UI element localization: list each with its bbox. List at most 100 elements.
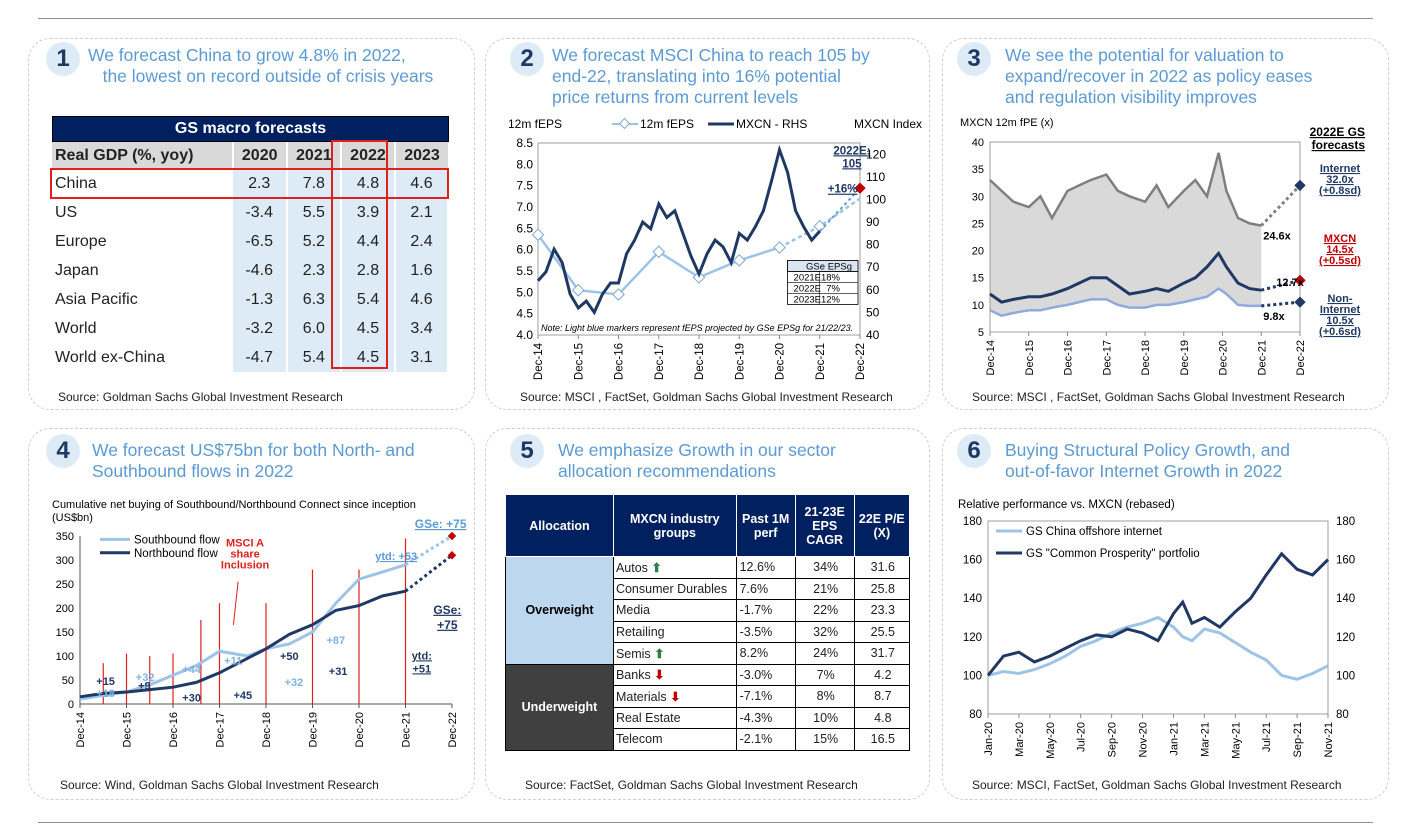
y-right-tick-label: 80 [866,238,880,252]
x-tick-label: Dec-19 [1179,340,1191,375]
y-tick-label: 40 [972,137,984,149]
sector-perf: 12.6% [735,556,796,579]
x-tick-label: Dec-17 [654,343,666,380]
y-left-tick-label: 7.0 [516,200,533,214]
panel-5-source: Source: FactSet, Goldman Sachs Global In… [525,778,858,792]
y-tick-label: 350 [56,531,74,543]
sector-header: 22E P/E (X) [853,494,911,557]
legend-label: GS "Common Prosperity" portfolio [1026,548,1200,560]
sector-group-label: Banks [615,668,651,683]
panel-3-title: We see the potential for valuation to ex… [1005,45,1313,107]
pe-line-noninternet [989,287,1262,318]
sector-perf: -7.1% [735,685,796,708]
macro-region: Asia Pacific [55,290,138,308]
x-tick-label: Dec-20 [354,712,366,747]
flow-annotation: +32 [136,672,155,684]
sector-group-name: Consumer Durables [612,577,737,600]
x-tick-label: Dec-16 [1063,340,1075,375]
panel-6-title: Buying Structural Policy Growth, and out… [1005,440,1290,481]
panel-2 [485,38,930,410]
chart-6-relative-performance: Relative performance vs. MXCN (rebased) 8… [958,499,1355,759]
pe-end-label: 24.6x [1263,231,1291,243]
y-right-tick-label: 120 [866,147,886,161]
x-tick-label: Dec-16 [168,712,180,747]
legend-feps-label: 12m fEPS [640,117,694,131]
projection-pct-label: +16% [828,184,858,196]
y-right-tick-label: 60 [866,283,880,297]
y-left-tick-label: 4.5 [516,307,533,321]
feps-point [531,228,545,242]
sector-group-label: Materials [615,689,667,704]
x-tick-label: Mar-21 [1199,722,1211,757]
pe-end-label: 12.7x [1276,277,1304,289]
panel-6-source: Source: MSCI, FactSet, Goldman Sachs Glo… [972,778,1342,792]
mxcn-series-line [536,144,821,316]
y-right-tick-label: 70 [866,260,880,274]
y-tick-label: 10 [972,300,984,312]
panel-1-source: Source: Goldman Sachs Global Investment … [58,390,343,404]
sector-group-name: Materials ⬇ [612,685,737,708]
x-tick-label: Dec-19 [734,343,746,380]
pe-projection-line [1260,278,1301,292]
x-tick-label: Sep-21 [1292,722,1304,757]
legend-label: Southbound flow [134,534,220,546]
forecast-2: Non-Internet 10.5x (+0.6sd) [1319,293,1361,338]
x-tick-label: Jan-21 [1168,722,1180,756]
x-tick-label: Dec-21 [815,343,827,380]
y-left-tick-label: 100 [963,670,982,682]
y-right-tick-label: 40 [866,328,880,342]
y-left-tick-label: 5.0 [516,285,533,299]
valuation-band-area [990,152,1262,316]
macro-value: -1.3 [232,285,288,314]
sector-table: Allocation MXCN industry groups Past 1M pe… [505,494,911,751]
x-tick-label: Dec-20 [775,343,787,380]
ytd-southbound-label: ytd: +53 [375,551,417,563]
flow-annotation: +50 [280,651,299,663]
panel-4-title: We forecast US$75bn for both North- and … [92,440,415,481]
flow-annotation: +44 [182,664,202,676]
panel-2-source: Source: MSCI , FactSet, Goldman Sachs Gl… [520,390,893,404]
sector-header: Past 1M perf [735,494,796,557]
legend-mxcn-label: MXCN - RHS [736,117,807,131]
x-tick-label: Dec-20 [1218,340,1230,375]
eps-table-value: 18% [821,272,841,283]
sector-pe: 31.7 [853,642,911,665]
legend-label: GS China offshore internet [1026,526,1163,538]
sector-header: MXCN industry groups [612,494,737,557]
macro-region: Japan [55,261,99,279]
sector-header: 21-23E EPS CAGR [794,494,855,557]
sector-perf: 7.6% [735,577,796,600]
eps-table-value: 12% [821,294,841,305]
panel-4-source: Source: Wind, Goldman Sachs Global Inves… [60,778,379,792]
x-tick-label: Mar-20 [1014,722,1026,757]
sector-row: Retailing -3.5% 32% 25.5 [506,620,911,643]
panel-3 [942,38,1389,410]
sector-cagr: 21% [794,577,855,600]
sector-pe: 31.6 [853,556,911,579]
feps-series-line [536,233,780,296]
sector-pe: 25.5 [853,620,911,643]
y-left-tick-label: 4.0 [516,328,533,342]
underweight-label: Underweight [505,663,614,751]
sector-pe: 4.8 [853,706,911,729]
macro-row: Asia Pacific -1.3 6.3 5.4 4.6 [52,285,449,314]
x-tick-label: Dec-18 [1140,340,1152,375]
x-tick-label: Dec-14 [533,342,545,380]
flow-annotation: +31 [329,666,348,678]
macro-row: Japan -4.6 2.3 2.8 1.6 [52,256,449,285]
y-left-tick-label: 80 [969,709,982,721]
perf-line-1 [986,551,1330,677]
eps-table-year: 2022E [794,283,821,294]
macro-region: US [55,203,78,221]
macro-value: 3.1 [395,343,449,372]
sector-perf: -2.1% [735,728,796,751]
flow-line-southbound [79,563,406,701]
sector-perf: -4.3% [735,706,796,729]
macro-table-wrap: GS macro forecasts Real GDP (%, yoy) 2020… [52,116,449,372]
flow-annotation: +18 [96,688,115,700]
x-tick-label: Dec-14 [985,340,997,375]
macro-value: 4.6 [395,285,449,314]
macro-value: -3.2 [232,314,288,343]
y-left-tick-label: 8.5 [516,136,533,150]
perf-line-0 [987,615,1329,681]
